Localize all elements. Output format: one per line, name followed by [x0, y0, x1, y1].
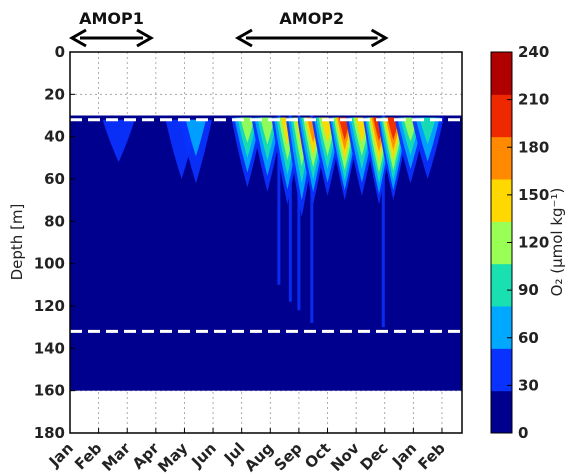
colorbar-segment — [491, 94, 512, 138]
deep-oxygen-intrusion — [310, 115, 314, 323]
x-tick-label: Feb — [71, 439, 106, 474]
colorbar: 0 30 60 90 120 150 180 210 240 — [490, 43, 549, 442]
campaign-arrow-head-right — [370, 28, 389, 48]
colorbar-segment — [491, 179, 512, 222]
colorbar-tick-label: 240 — [518, 43, 549, 61]
plot-frame — [69, 51, 463, 434]
colorbar-segment — [491, 390, 512, 434]
y-axis-label: Depth [m] — [8, 204, 26, 281]
x-tick-label: Oct — [301, 439, 334, 472]
y-tick-label: 140 — [34, 339, 65, 357]
x-tick-label: Jan — [45, 439, 77, 471]
y-tick-label: 40 — [44, 128, 65, 146]
campaign-label: AMOP2 — [279, 9, 344, 28]
x-tick-label: Mar — [98, 439, 134, 475]
campaign-arrows: AMOP1 AMOP2 — [68, 9, 389, 48]
colorbar-label: O₂ (μmol kg⁻¹) — [548, 188, 566, 297]
deep-oxygen-intrusion — [381, 115, 385, 328]
colorbar-segment — [491, 136, 512, 180]
x-tick-label: Sep — [271, 439, 306, 474]
colorbar-tick-label: 90 — [518, 281, 539, 299]
y-tick-label: 0 — [55, 43, 65, 61]
colorbar-tick-label: 150 — [518, 186, 549, 204]
colorbar-tick-label: 60 — [518, 329, 539, 347]
y-tick-label: 60 — [44, 170, 65, 188]
x-tick-label: Dec — [357, 439, 392, 474]
y-tick-label: 100 — [34, 255, 65, 273]
colorbar-segment — [491, 52, 512, 95]
colorbar-tick-label: 30 — [518, 376, 539, 394]
oxygen-event-layer — [185, 119, 206, 157]
oxygen-event-layer — [240, 117, 255, 143]
y-tick-label: 120 — [34, 297, 65, 315]
x-tick-label: Aug — [241, 439, 277, 475]
reference-lines — [70, 118, 462, 333]
campaign-label: AMOP1 — [79, 9, 144, 28]
deep-oxygen-intrusion — [277, 115, 281, 285]
colorbar-tick-label: 0 — [518, 424, 528, 442]
colorbar-segment — [491, 263, 512, 307]
y-tick-label: 80 — [44, 212, 65, 230]
x-tick-label: Feb — [414, 439, 449, 474]
campaign-arrow-head-left — [234, 28, 253, 48]
oxygen-event-layer — [260, 117, 275, 145]
colorbar-tick-label: 210 — [518, 91, 549, 109]
x-tick-label: Jan — [388, 439, 420, 471]
colorbar-tick-label: 120 — [518, 234, 549, 252]
y-tick-label: 180 — [34, 424, 65, 442]
colorbar-tick-label: 180 — [518, 138, 549, 156]
colorbar-segment — [491, 306, 512, 349]
deep-oxygen-intrusion — [297, 115, 301, 311]
oxygen-event-layer — [102, 119, 135, 163]
x-tick-label: Jun — [187, 439, 219, 471]
heatmap-area — [70, 115, 462, 391]
y-axis-ticks: 0 20 40 60 80 100 120 140 160 180 — [34, 43, 75, 442]
campaign-arrow-head-left — [68, 28, 87, 48]
y-tick-label: 160 — [34, 382, 65, 400]
deep-oxygen-intrusion — [288, 115, 292, 302]
x-tick-label: May — [154, 439, 191, 475]
colorbar-segment — [491, 221, 512, 265]
oxygen-event-layer — [419, 117, 436, 145]
campaign-arrow-head-right — [136, 28, 155, 48]
colorbar-segment — [491, 348, 512, 392]
y-tick-label: 20 — [44, 85, 65, 103]
x-tick-label: Nov — [327, 439, 363, 475]
